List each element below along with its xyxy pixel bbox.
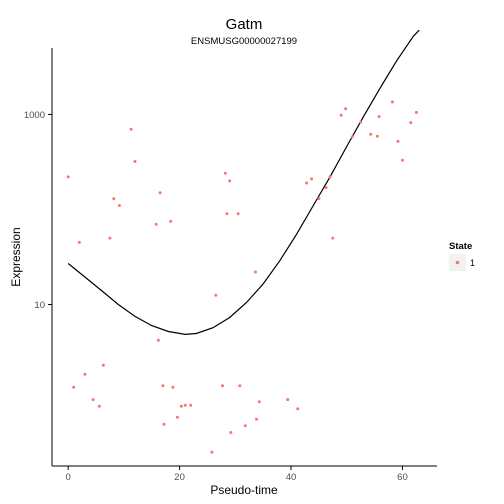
x-tick-label: 0: [66, 472, 71, 483]
y-tick-label: 1000: [24, 110, 45, 121]
data-point: [171, 385, 175, 389]
data-point: [72, 385, 76, 389]
data-point: [375, 134, 379, 138]
data-point: [129, 127, 133, 131]
data-point: [156, 338, 160, 342]
data-point: [97, 404, 101, 408]
data-point: [117, 204, 121, 207]
data-point: [169, 219, 173, 223]
data-point: [175, 415, 179, 419]
data-point: [396, 139, 400, 143]
data-point: [83, 372, 87, 376]
data-point: [91, 398, 95, 402]
data-point: [112, 197, 116, 201]
data-point: [183, 403, 187, 407]
data-point: [328, 175, 332, 179]
data-point: [154, 222, 158, 226]
data-point: [414, 110, 418, 114]
data-point: [214, 293, 218, 297]
data-point: [162, 422, 166, 426]
data-point: [257, 400, 261, 404]
trend-layer: [67, 29, 420, 336]
legend-title: State: [449, 241, 472, 252]
data-point: [286, 398, 290, 402]
chart-subtitle: ENSMUSG00000027199: [191, 36, 297, 47]
y-tick-label: 10: [34, 300, 45, 311]
x-tick-label: 40: [286, 472, 297, 483]
trend-line: [67, 29, 420, 336]
data-point: [66, 175, 70, 179]
data-point: [238, 384, 242, 388]
data-point: [409, 121, 413, 125]
x-ticks: 0 20 40 60: [66, 466, 408, 483]
axes: [51, 48, 437, 467]
data-point: [243, 424, 247, 428]
data-point: [350, 135, 354, 139]
data-point: [77, 240, 81, 244]
legend-entry-label: 1: [470, 258, 475, 268]
data-point: [228, 179, 232, 183]
points-layer: [66, 100, 418, 454]
x-tick-label: 20: [174, 472, 185, 483]
data-point: [359, 120, 363, 124]
data-point: [179, 404, 183, 408]
data-point: [310, 177, 314, 181]
y-axis-label: Expression: [9, 227, 23, 286]
legend: State 1: [449, 241, 475, 271]
data-point: [344, 107, 348, 111]
data-point: [317, 197, 321, 201]
data-point: [331, 236, 335, 240]
data-point: [225, 212, 229, 216]
legend-key-dot: [455, 260, 460, 265]
data-point: [189, 403, 193, 407]
data-point: [324, 186, 328, 190]
data-point: [108, 236, 112, 240]
data-point: [221, 384, 224, 388]
data-point: [296, 407, 300, 411]
data-point: [158, 191, 162, 195]
data-point: [255, 417, 258, 421]
data-point: [305, 181, 309, 185]
x-tick-label: 60: [397, 472, 408, 483]
data-point: [223, 171, 227, 175]
data-point: [339, 113, 343, 117]
data-point: [401, 158, 404, 162]
data-point: [210, 450, 214, 454]
chart-title: Gatm: [226, 16, 263, 33]
data-point: [377, 115, 381, 119]
data-point: [236, 212, 240, 216]
data-point: [369, 132, 373, 136]
data-point: [101, 363, 105, 367]
data-point: [229, 431, 233, 434]
data-point: [161, 384, 165, 388]
y-ticks: 10 1000: [24, 110, 52, 311]
x-axis-label: Pseudo-time: [210, 483, 278, 497]
data-point: [133, 160, 137, 163]
data-point: [390, 100, 394, 104]
data-point: [253, 270, 257, 274]
